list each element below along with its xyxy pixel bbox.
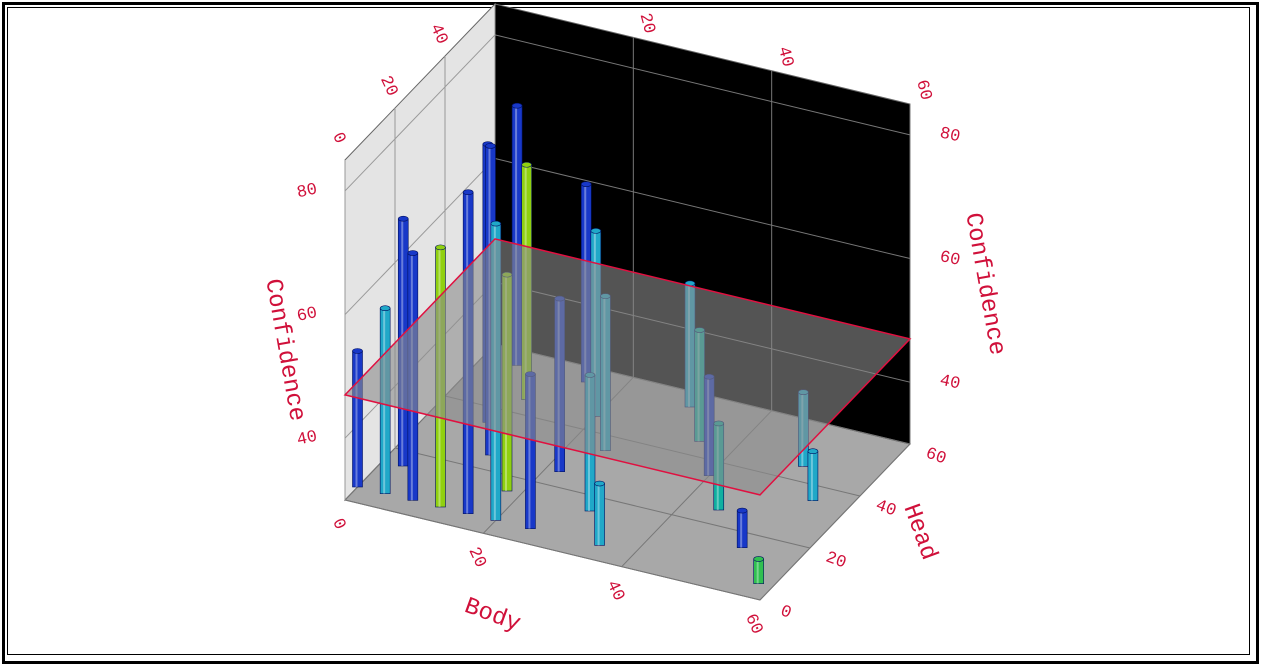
x-tick-label: 40 — [773, 45, 797, 70]
bar-cap — [407, 250, 419, 256]
grid-line — [344, 34, 496, 192]
y-tick-label: 0 — [778, 602, 794, 623]
bar-highlight — [756, 558, 759, 584]
y-tick-label: 60 — [923, 445, 949, 470]
bar-cap — [490, 220, 502, 227]
z-tick-label: 40 — [295, 428, 319, 451]
z-axis-title: Confidence — [258, 277, 310, 424]
x-tick-label: 20 — [464, 544, 490, 571]
x-axis-title: Body — [461, 593, 524, 638]
x-tick-label: 40 — [602, 578, 628, 605]
z-axis-title: Confidence — [958, 211, 1010, 358]
bar-cap — [753, 556, 764, 562]
bar-cap — [462, 189, 474, 196]
bar-cap — [594, 480, 605, 487]
z-tick-label: 80 — [938, 124, 962, 147]
bar-highlight — [740, 510, 743, 548]
bar-highlight — [597, 483, 600, 546]
y-axis-title: Head — [897, 501, 942, 564]
z-tick-label: 40 — [938, 372, 962, 395]
y-tick-label: 40 — [873, 497, 899, 522]
grid-line — [344, 499, 761, 601]
bar-cap — [435, 244, 446, 251]
bar-cap — [736, 507, 748, 514]
bar-cap — [352, 348, 363, 354]
bar-cap — [521, 161, 532, 168]
bar-highlight — [515, 105, 518, 366]
bar-highlight — [528, 374, 531, 529]
bar-cap — [511, 102, 523, 109]
bar-cap — [807, 448, 819, 455]
y-tick-label: 20 — [823, 549, 849, 574]
bar-cap — [590, 228, 602, 234]
x-tick-label: 60 — [911, 78, 935, 103]
bar-cap — [580, 181, 592, 187]
grid-line — [494, 158, 911, 260]
y-tick-label: 20 — [375, 73, 401, 100]
x-tick-label: 0 — [327, 516, 349, 533]
bar-cap — [485, 143, 496, 149]
grid-line — [759, 443, 911, 601]
bar-cap — [379, 305, 391, 312]
z-tick-label: 60 — [938, 248, 962, 271]
threshold-plane — [343, 238, 912, 496]
grid-line — [494, 34, 911, 136]
y-tick-label: 40 — [425, 21, 451, 48]
x-tick-label: 60 — [740, 611, 766, 638]
bar-highlight — [355, 351, 358, 487]
y-tick-label: 0 — [327, 130, 349, 147]
x-tick-label: 20 — [635, 11, 659, 36]
z-tick-label: 80 — [295, 180, 319, 203]
z-tick-label: 60 — [295, 304, 319, 327]
grid-line — [344, 158, 496, 315]
inner-frame — [7, 7, 1250, 655]
bar-highlight — [810, 451, 813, 501]
bar-cap — [397, 215, 409, 222]
